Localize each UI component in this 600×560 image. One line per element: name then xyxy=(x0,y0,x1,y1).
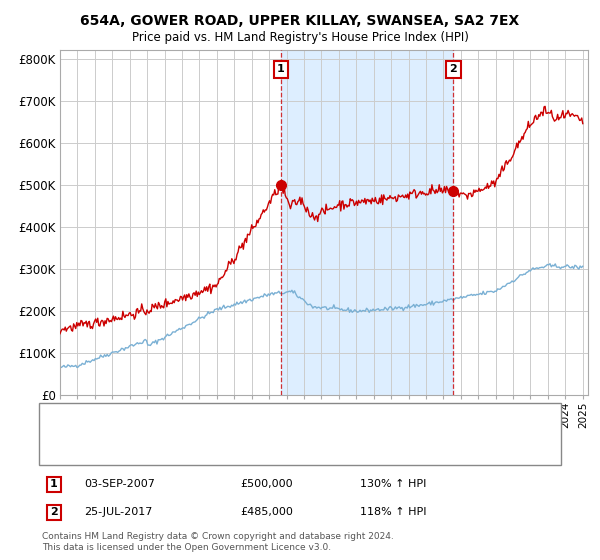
Text: £485,000: £485,000 xyxy=(240,507,293,517)
Text: 118% ↑ HPI: 118% ↑ HPI xyxy=(360,507,427,517)
Text: Price paid vs. HM Land Registry's House Price Index (HPI): Price paid vs. HM Land Registry's House … xyxy=(131,31,469,44)
Text: 654A, GOWER ROAD, UPPER KILLAY, SWANSEA, SA2 7EX: 654A, GOWER ROAD, UPPER KILLAY, SWANSEA,… xyxy=(80,14,520,28)
Text: 654A, GOWER ROAD, UPPER KILLAY, SWANSEA, SA2 7EX (detached house): 654A, GOWER ROAD, UPPER KILLAY, SWANSEA,… xyxy=(81,417,470,427)
Text: 25-JUL-2017: 25-JUL-2017 xyxy=(84,507,152,517)
Text: 2: 2 xyxy=(50,507,58,517)
Text: £500,000: £500,000 xyxy=(240,479,293,489)
Text: 130% ↑ HPI: 130% ↑ HPI xyxy=(360,479,427,489)
Text: 1: 1 xyxy=(277,64,284,74)
Text: 2: 2 xyxy=(449,64,457,74)
Text: HPI: Average price, detached house, Swansea: HPI: Average price, detached house, Swan… xyxy=(81,443,320,453)
Bar xyxy=(281,50,454,395)
Text: Contains HM Land Registry data © Crown copyright and database right 2024.
This d: Contains HM Land Registry data © Crown c… xyxy=(42,532,394,552)
Text: ——: —— xyxy=(57,414,85,429)
Text: 1: 1 xyxy=(50,479,58,489)
Text: ——: —— xyxy=(57,441,85,455)
Text: 03-SEP-2007: 03-SEP-2007 xyxy=(84,479,155,489)
